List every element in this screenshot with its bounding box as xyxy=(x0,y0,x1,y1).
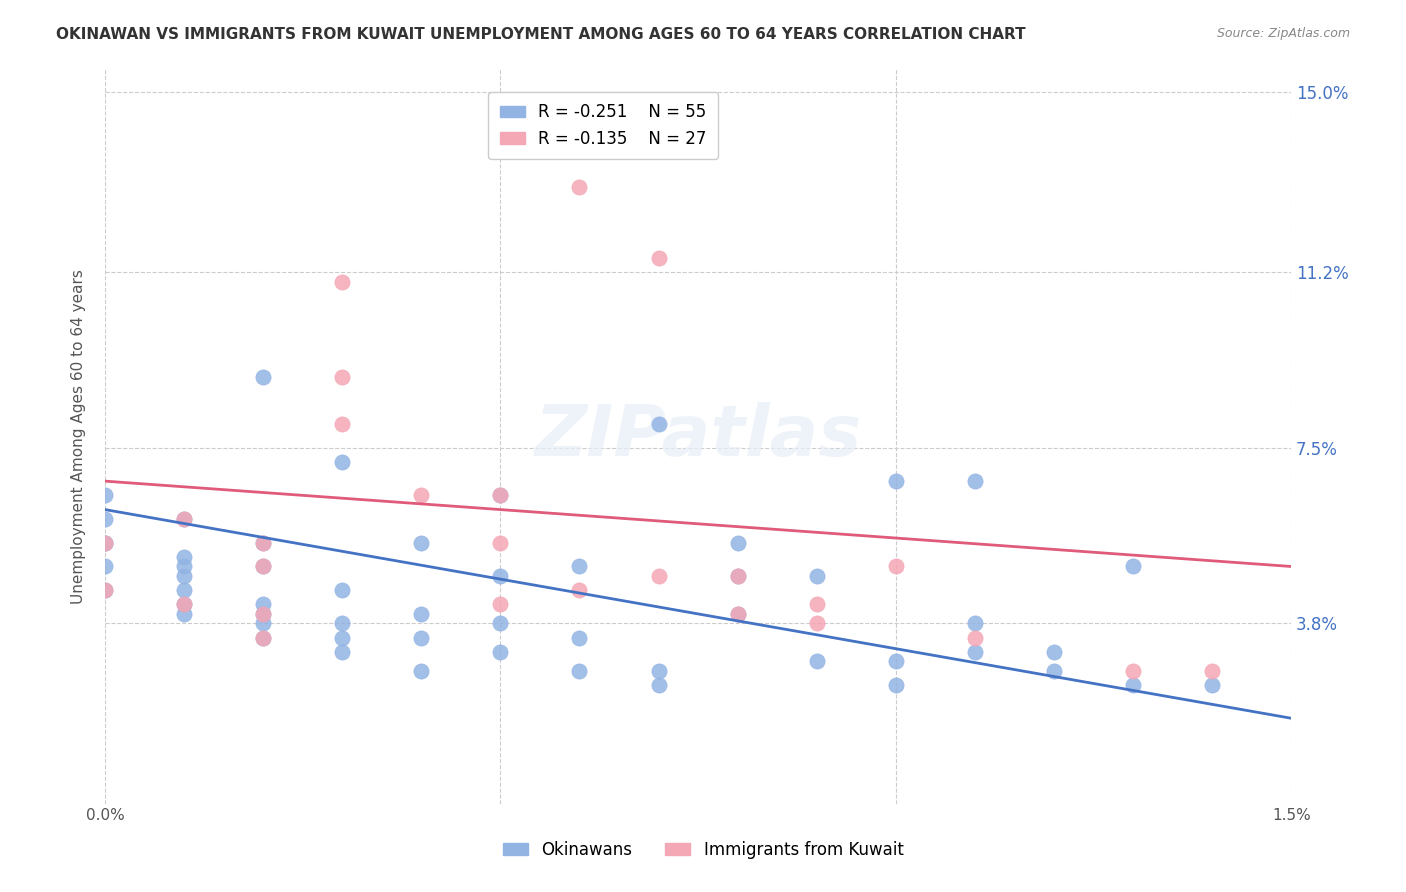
Point xyxy=(94,583,117,598)
Point xyxy=(489,488,512,502)
Point xyxy=(173,559,195,574)
Point xyxy=(1122,664,1144,678)
Point xyxy=(727,569,749,583)
Point xyxy=(330,583,353,598)
Point xyxy=(489,645,512,659)
Point xyxy=(173,598,195,612)
Point xyxy=(647,678,669,692)
Point xyxy=(94,535,117,549)
Point xyxy=(884,559,907,574)
Point xyxy=(489,616,512,631)
Text: OKINAWAN VS IMMIGRANTS FROM KUWAIT UNEMPLOYMENT AMONG AGES 60 TO 64 YEARS CORREL: OKINAWAN VS IMMIGRANTS FROM KUWAIT UNEMP… xyxy=(56,27,1026,42)
Point xyxy=(330,616,353,631)
Point xyxy=(411,535,433,549)
Point xyxy=(173,607,195,621)
Point xyxy=(330,645,353,659)
Point xyxy=(647,417,669,432)
Point xyxy=(1122,678,1144,692)
Point xyxy=(252,598,274,612)
Point xyxy=(330,369,353,384)
Legend: R = -0.251    N = 55, R = -0.135    N = 27: R = -0.251 N = 55, R = -0.135 N = 27 xyxy=(488,92,718,159)
Point xyxy=(330,275,353,289)
Point xyxy=(94,535,117,549)
Point xyxy=(568,559,591,574)
Point xyxy=(252,535,274,549)
Point xyxy=(330,417,353,432)
Point xyxy=(252,535,274,549)
Point xyxy=(252,607,274,621)
Point xyxy=(252,631,274,645)
Point xyxy=(1043,645,1066,659)
Point xyxy=(727,607,749,621)
Point xyxy=(647,251,669,265)
Point xyxy=(411,607,433,621)
Point xyxy=(173,512,195,526)
Point xyxy=(489,535,512,549)
Point xyxy=(252,616,274,631)
Point xyxy=(252,369,274,384)
Point xyxy=(884,474,907,488)
Point xyxy=(330,455,353,469)
Point xyxy=(727,535,749,549)
Point xyxy=(647,569,669,583)
Point xyxy=(963,645,986,659)
Point xyxy=(963,631,986,645)
Point xyxy=(568,180,591,194)
Point xyxy=(173,569,195,583)
Point xyxy=(963,474,986,488)
Point xyxy=(806,598,828,612)
Point xyxy=(1043,664,1066,678)
Y-axis label: Unemployment Among Ages 60 to 64 years: Unemployment Among Ages 60 to 64 years xyxy=(72,268,86,604)
Point xyxy=(1122,559,1144,574)
Text: Source: ZipAtlas.com: Source: ZipAtlas.com xyxy=(1216,27,1350,40)
Point xyxy=(94,559,117,574)
Point xyxy=(173,512,195,526)
Point xyxy=(411,664,433,678)
Point xyxy=(806,616,828,631)
Point xyxy=(568,664,591,678)
Point xyxy=(330,631,353,645)
Point xyxy=(647,664,669,678)
Legend: Okinawans, Immigrants from Kuwait: Okinawans, Immigrants from Kuwait xyxy=(496,835,910,866)
Point xyxy=(884,678,907,692)
Point xyxy=(252,607,274,621)
Point xyxy=(806,654,828,668)
Point xyxy=(884,654,907,668)
Point xyxy=(173,549,195,564)
Point xyxy=(252,559,274,574)
Point xyxy=(411,488,433,502)
Point xyxy=(94,512,117,526)
Point xyxy=(173,598,195,612)
Point xyxy=(568,583,591,598)
Point xyxy=(94,535,117,549)
Point xyxy=(489,598,512,612)
Point xyxy=(568,631,591,645)
Point xyxy=(252,631,274,645)
Point xyxy=(1201,664,1223,678)
Point xyxy=(489,488,512,502)
Point xyxy=(94,488,117,502)
Point xyxy=(963,616,986,631)
Point xyxy=(806,569,828,583)
Point xyxy=(489,569,512,583)
Point xyxy=(94,583,117,598)
Point xyxy=(727,607,749,621)
Point xyxy=(173,583,195,598)
Point xyxy=(1201,678,1223,692)
Point xyxy=(411,631,433,645)
Text: ZIPatlas: ZIPatlas xyxy=(534,401,862,471)
Point xyxy=(252,559,274,574)
Point xyxy=(727,569,749,583)
